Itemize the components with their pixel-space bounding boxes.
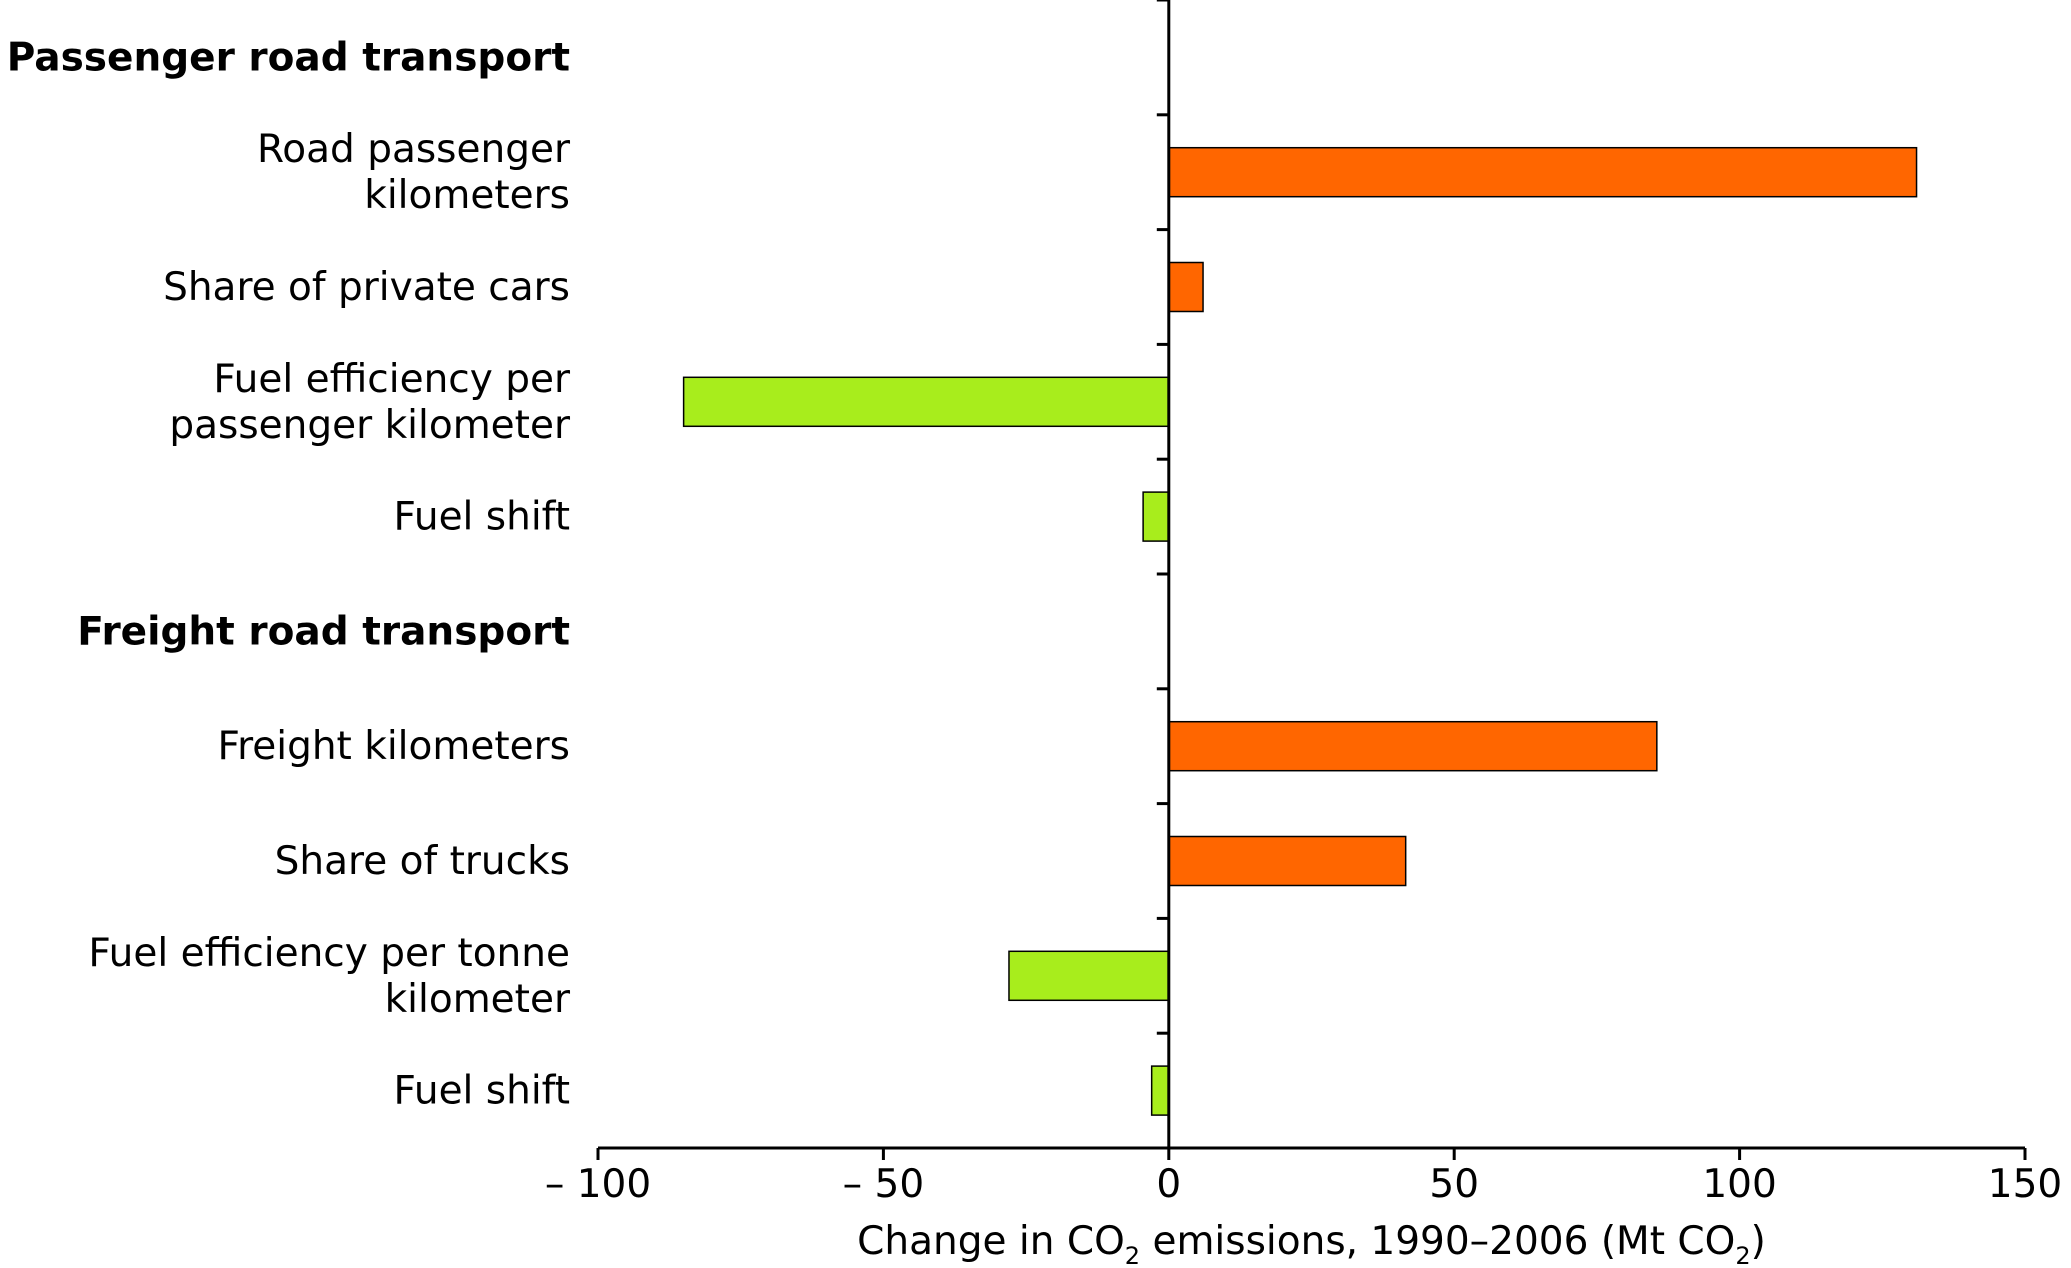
x-tick-label: – 50 [843,1162,925,1207]
category-label-line: Freight kilometers [217,724,570,769]
category-label: Share of trucks [275,839,570,884]
x-axis-title-suffix: ) [1751,1219,1766,1264]
category-label: Fuel efficiency per tonne kilometer [88,931,571,1022]
bars [682,146,1918,1116]
category-label-line: kilometer [385,977,571,1022]
bar [1150,1065,1170,1116]
x-axis-title-prefix: Change in CO [857,1219,1125,1264]
category-label: Share of private cars [163,265,570,310]
category-label: Fuel shift [394,495,570,540]
category-label-line: Fuel efficiency per tonne [88,931,570,976]
bar [1168,261,1204,313]
x-tick-label: 150 [1988,1162,2062,1207]
x-axis-title-sub1: 2 [1125,1242,1140,1268]
category-label-line: Fuel efficiency per [213,357,571,402]
category-label-line: passenger kilometer [169,403,571,448]
category-label-line: kilometers [364,173,570,218]
x-axis-title: Change in CO2 emissions, 1990–2006 (Mt C… [857,1219,1766,1268]
category-label-line: Share of trucks [275,839,570,884]
category-label-line: Freight road transport [77,609,570,654]
x-axis-ticks: – 100 – 50 0 50 100 150 [545,1148,2062,1207]
x-axis-title-sub2: 2 [1735,1242,1750,1268]
y-axis-ticks [1156,0,1169,1150]
x-tick-label: 100 [1702,1162,1776,1207]
bar [1168,146,1918,198]
category-label-line: Fuel shift [394,495,570,540]
category-label: Freight kilometers [217,724,570,769]
category-label: Road passenger kilometers [257,127,571,218]
x-tick-label: 50 [1429,1162,1479,1207]
x-tick-label: 0 [1156,1162,1181,1207]
bar [1008,950,1170,1002]
bar [1168,720,1658,772]
category-label-line: Share of private cars [163,265,570,310]
category-label-line: Fuel shift [394,1069,570,1114]
category-label: Fuel shift [394,1069,570,1114]
group-header-label: Freight road transport [77,609,570,654]
category-label-line: Passenger road transport [7,35,570,80]
axes: – 100 – 50 0 50 100 150 [545,0,2062,1207]
x-tick-label: – 100 [545,1162,651,1207]
group-header-label: Passenger road transport [7,35,570,80]
category-label: Fuel efficiency per passenger kilometer [169,357,571,448]
bar [1168,835,1407,887]
bar [1142,491,1170,542]
bar [682,376,1170,428]
x-axis-title-middle: emissions, 1990–2006 (Mt CO [1140,1219,1735,1264]
category-label-line: Road passenger [257,127,571,172]
